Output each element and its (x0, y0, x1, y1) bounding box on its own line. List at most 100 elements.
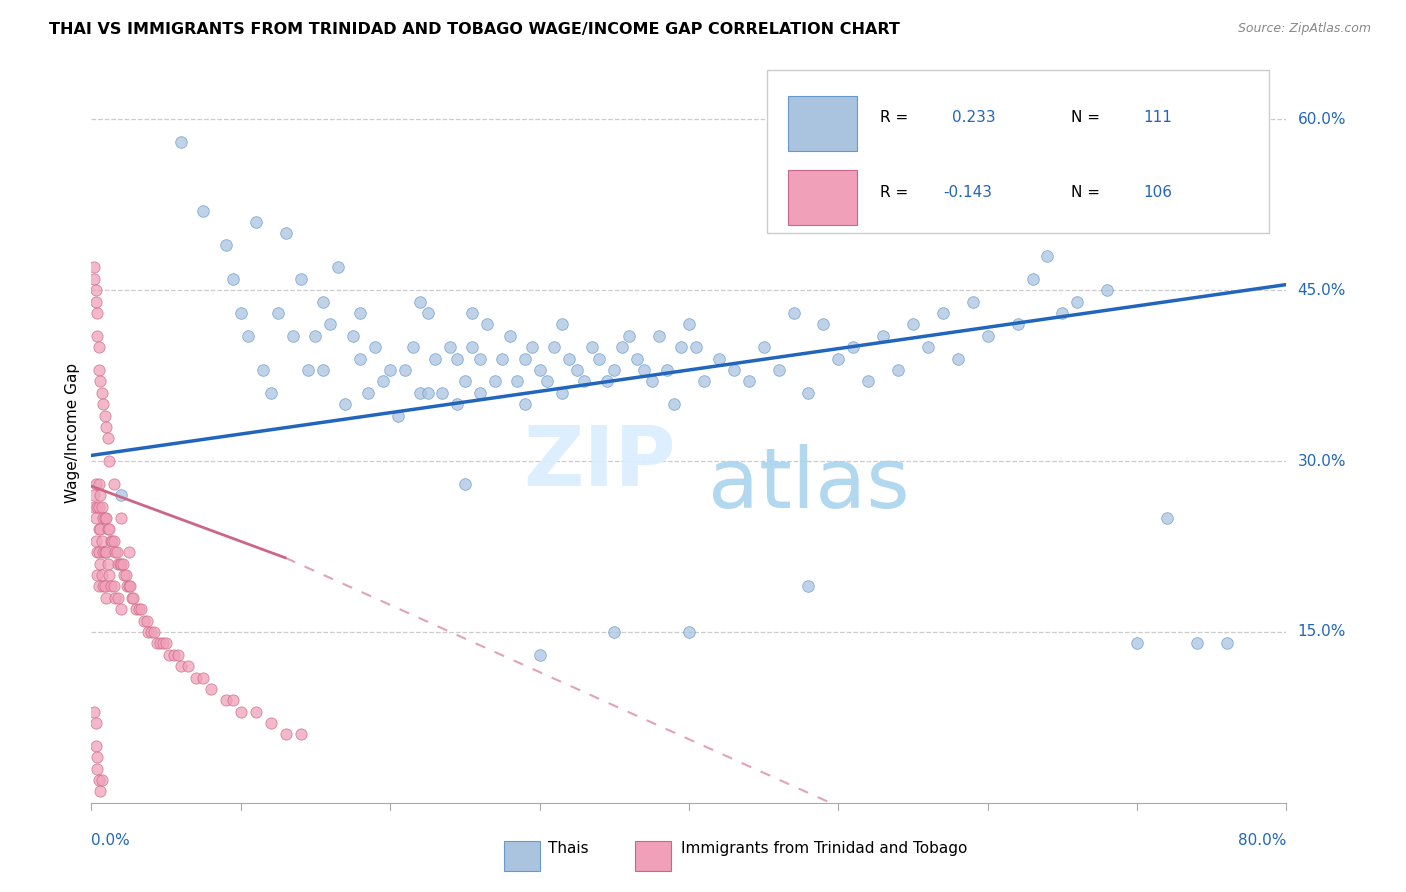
Point (335, 397, 357, 411)
Point (132, 614, 155, 628)
Point (252, 363, 274, 377)
Point (84, 294, 107, 309)
Point (827, 351, 849, 366)
Point (87, 363, 110, 377)
Text: 0.0%: 0.0% (91, 833, 131, 848)
Point (135, 614, 157, 628)
Point (409, 294, 432, 309)
Point (1097, 283, 1119, 297)
Text: N =: N = (1071, 111, 1105, 126)
Point (1007, 318, 1029, 332)
Point (655, 363, 678, 377)
Point (1156, 511, 1178, 525)
Point (103, 533, 125, 548)
Point (167, 648, 190, 662)
Point (520, 340, 543, 354)
Point (86, 500, 108, 514)
Point (87, 579, 110, 593)
Text: 106: 106 (1143, 185, 1173, 200)
Point (152, 636, 174, 650)
Text: Immigrants from Trinidad and Tobago: Immigrants from Trinidad and Tobago (681, 841, 967, 856)
Point (446, 397, 468, 411)
Point (215, 693, 238, 707)
Point (105, 545, 128, 559)
Point (149, 636, 172, 650)
Point (1036, 249, 1059, 263)
Point (461, 340, 484, 354)
Text: 111: 111 (1143, 111, 1173, 126)
Point (98, 523, 121, 537)
Point (603, 624, 626, 639)
Point (193, 671, 215, 685)
Point (170, 135, 193, 149)
Point (976, 328, 998, 343)
Point (155, 636, 177, 650)
Point (416, 385, 439, 400)
Text: 0.233: 0.233 (952, 111, 995, 126)
Point (90, 500, 112, 514)
Point (90, 568, 112, 582)
Point (96, 420, 118, 434)
Point (342, 328, 364, 343)
Point (222, 693, 245, 707)
Point (87, 476, 110, 491)
Point (143, 624, 166, 639)
Point (596, 375, 619, 389)
Text: R =: R = (880, 111, 914, 126)
Point (229, 306, 252, 320)
Point (439, 340, 461, 354)
Point (170, 659, 193, 673)
Point (513, 397, 536, 411)
Point (157, 648, 180, 662)
Point (312, 294, 335, 309)
Point (662, 397, 685, 411)
FancyBboxPatch shape (789, 169, 858, 226)
Text: 60.0%: 60.0% (1298, 112, 1346, 127)
Point (737, 375, 759, 389)
Point (93, 579, 115, 593)
Point (491, 351, 513, 366)
Point (640, 375, 662, 389)
Point (96, 591, 118, 605)
Point (110, 557, 132, 571)
Point (626, 351, 648, 366)
Point (245, 705, 267, 719)
Point (648, 328, 671, 343)
Point (86, 750, 108, 764)
Point (238, 328, 260, 343)
Point (86, 306, 108, 320)
Text: 45.0%: 45.0% (1298, 283, 1346, 298)
Point (89, 523, 111, 537)
Point (678, 318, 700, 332)
Point (304, 328, 326, 343)
Point (98, 454, 121, 468)
Point (267, 306, 290, 320)
Point (141, 624, 163, 639)
Point (84, 476, 107, 491)
Point (245, 215, 267, 229)
Point (1021, 272, 1043, 286)
Point (1185, 636, 1208, 650)
Point (813, 318, 835, 332)
Point (128, 602, 150, 616)
Point (513, 351, 536, 366)
Point (84, 533, 107, 548)
Point (529, 648, 551, 662)
Point (290, 727, 312, 741)
Point (84, 739, 107, 753)
Point (423, 351, 446, 366)
Point (312, 363, 335, 377)
Point (671, 340, 693, 354)
Point (409, 385, 432, 400)
Point (685, 340, 707, 354)
Point (946, 351, 969, 366)
Point (581, 340, 603, 354)
Point (94, 579, 117, 593)
Point (86, 762, 108, 776)
Point (319, 318, 342, 332)
Text: R =: R = (880, 185, 914, 200)
Point (103, 579, 125, 593)
Text: 15.0%: 15.0% (1298, 624, 1346, 640)
Point (98, 568, 121, 582)
Point (858, 375, 880, 389)
